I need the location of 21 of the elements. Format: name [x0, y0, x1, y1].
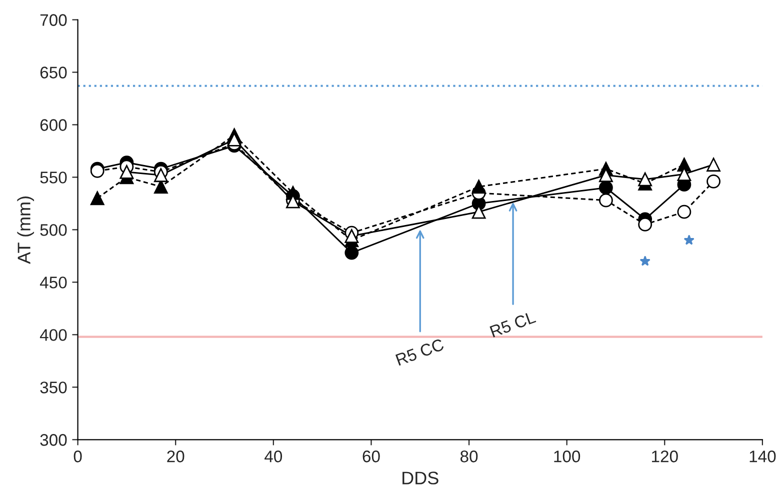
- annotation: R5 CL: [490, 310, 536, 338]
- x-tick-label: 140: [750, 450, 776, 462]
- y-tick-label: 700: [40, 14, 67, 26]
- x-tick-label: 20: [167, 450, 184, 462]
- y-tick-label: 400: [40, 329, 67, 341]
- annotation: R5 CC: [395, 338, 445, 366]
- y-tick-label: 650: [40, 66, 67, 78]
- x-tick-label: 60: [362, 450, 380, 462]
- y-axis-title: AT (mm): [17, 196, 34, 264]
- x-tick-label: 100: [554, 450, 580, 462]
- x-axis-title: DDS: [402, 472, 438, 484]
- x-tick-label: 120: [652, 450, 678, 462]
- y-tick-label: 300: [40, 434, 67, 446]
- x-tick-label: 0: [74, 450, 82, 462]
- y-tick-label: 450: [40, 276, 67, 288]
- x-tick-label: 80: [460, 450, 478, 462]
- y-tick-label: 550: [40, 172, 67, 184]
- y-tick-label: 600: [40, 119, 67, 131]
- y-tick-label: 350: [40, 382, 67, 394]
- y-tick-label: 500: [40, 224, 67, 236]
- x-tick-label: 40: [264, 450, 282, 462]
